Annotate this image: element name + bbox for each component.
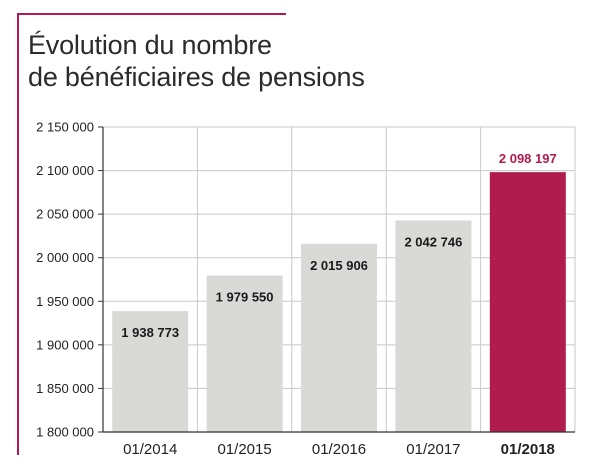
bar-value-label: 2 015 906	[310, 258, 368, 273]
bar-value-label: 1 938 773	[121, 325, 179, 340]
y-tick-label: 2 050 000	[36, 207, 94, 222]
bar	[112, 311, 189, 432]
bar	[206, 275, 283, 432]
bar-value-label: 2 098 197	[499, 151, 557, 166]
bar	[489, 172, 566, 432]
bar	[301, 243, 377, 432]
x-category-label: 01/2018	[501, 441, 555, 458]
bar-value-label: 1 979 550	[216, 290, 274, 305]
y-tick-label: 1 800 000	[36, 425, 94, 440]
y-tick-label: 1 850 000	[36, 381, 94, 396]
y-tick-label: 1 900 000	[36, 337, 94, 352]
y-tick-label: 2 100 000	[36, 163, 94, 178]
y-tick-label: 2 150 000	[36, 120, 94, 135]
bar	[395, 220, 472, 432]
bar-value-label: 2 042 746	[404, 234, 462, 249]
y-tick-label: 2 000 000	[36, 250, 94, 265]
x-category-label: 01/2016	[312, 441, 366, 458]
x-category-label: 01/2014	[123, 441, 177, 458]
x-category-label: 01/2015	[217, 441, 271, 458]
chart-title-line-1: Évolution du nombre	[28, 30, 272, 60]
y-tick-label: 1 950 000	[36, 294, 94, 309]
chart-title-line-2: de bénéficiaires de pensions	[28, 62, 365, 92]
x-category-label: 01/2017	[406, 441, 460, 458]
